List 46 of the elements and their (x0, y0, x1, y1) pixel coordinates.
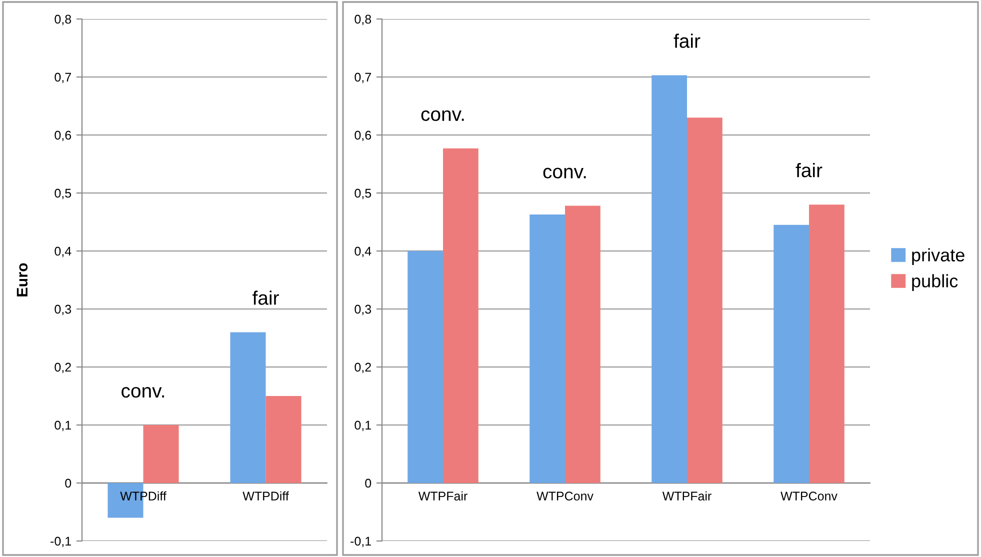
bar (443, 148, 478, 483)
y-axis-title: Euro (16, 263, 28, 296)
annotation: conv. (543, 168, 586, 178)
y-tick-label: 0,8 (54, 14, 72, 26)
bar (230, 332, 266, 483)
bar (143, 425, 179, 483)
y-tick-label: 0,5 (354, 188, 372, 200)
y-tick-label: 0,5 (54, 188, 72, 200)
y-tick-label: 0,6 (354, 130, 372, 142)
y-tick-label: 0,4 (54, 246, 72, 258)
legend-label: private (912, 248, 964, 266)
y-tick-label: 0,3 (354, 304, 372, 316)
y-tick-label: 0,1 (54, 420, 71, 432)
x-tick-label: WTPConv (780, 492, 838, 501)
x-tick-label: WTPFair (418, 491, 468, 501)
y-tick-label: 0 (365, 478, 372, 488)
y-tick-label: -0,1 (50, 536, 71, 548)
y-tick-label: 0,6 (54, 130, 72, 142)
bar (530, 214, 565, 483)
y-tick-label: 0,4 (354, 246, 372, 258)
y-tick-label: 0,2 (54, 362, 71, 374)
y-tick-label: 0,1 (354, 420, 371, 432)
bar (565, 206, 600, 483)
x-tick-label: WTPFair (662, 491, 712, 501)
y-tick-label: 0,3 (54, 304, 72, 316)
x-tick-label: WTPConv (536, 492, 594, 501)
y-tick-label: 0,7 (354, 72, 371, 84)
y-tick-label: 0,2 (354, 362, 371, 374)
y-tick-label: 0,7 (54, 72, 71, 84)
bar (687, 118, 722, 483)
legend-label: public (912, 274, 958, 291)
bar (652, 75, 687, 483)
bar (408, 251, 443, 483)
annotation: fair (796, 162, 822, 178)
annotation: conv. (421, 110, 464, 122)
y-tick-label: -0,1 (350, 536, 371, 548)
bar (809, 204, 844, 483)
y-tick-label: 0,8 (354, 14, 372, 26)
annotation: fair (252, 290, 279, 305)
annotation: conv. (122, 387, 164, 398)
x-tick-label: WTPDiff (242, 491, 289, 500)
y-tick-label: 0 (65, 478, 72, 488)
bar (774, 224, 809, 483)
annotation: fair (674, 34, 700, 48)
x-tick-label: WTPDiff (120, 491, 166, 500)
bar (266, 396, 302, 483)
